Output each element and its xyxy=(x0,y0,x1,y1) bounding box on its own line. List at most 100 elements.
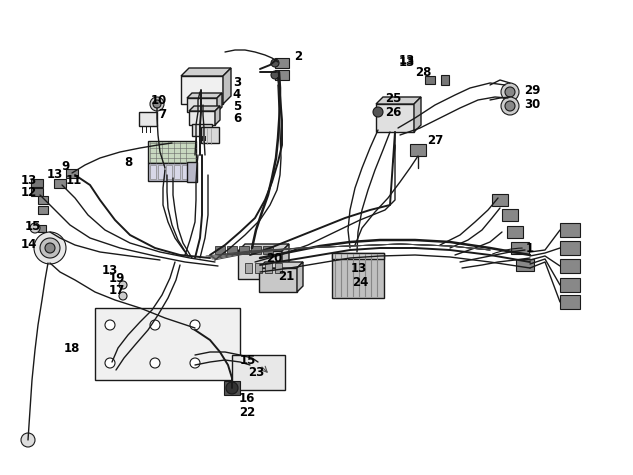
Text: 17: 17 xyxy=(109,284,125,296)
Circle shape xyxy=(105,358,115,368)
Polygon shape xyxy=(223,68,231,104)
Circle shape xyxy=(150,97,164,111)
Circle shape xyxy=(45,243,55,253)
Circle shape xyxy=(150,320,160,330)
Text: 3: 3 xyxy=(233,76,241,88)
Text: 24: 24 xyxy=(352,276,368,289)
Bar xyxy=(174,165,180,179)
Bar xyxy=(148,141,196,163)
Bar xyxy=(31,179,43,187)
Bar xyxy=(239,246,249,254)
Bar xyxy=(158,165,164,179)
Bar xyxy=(560,223,580,237)
Circle shape xyxy=(271,59,279,67)
Polygon shape xyxy=(215,106,220,125)
Bar xyxy=(166,165,172,179)
Circle shape xyxy=(271,71,279,79)
Bar xyxy=(187,98,217,112)
Polygon shape xyxy=(189,106,220,111)
Bar xyxy=(376,104,414,132)
Circle shape xyxy=(119,281,127,289)
Text: 12: 12 xyxy=(21,187,37,200)
Bar xyxy=(38,225,46,231)
Bar xyxy=(190,165,196,179)
Circle shape xyxy=(501,83,519,101)
Bar xyxy=(492,194,508,206)
Circle shape xyxy=(153,100,161,108)
Bar xyxy=(38,206,48,214)
Circle shape xyxy=(505,87,515,97)
Text: 30: 30 xyxy=(524,97,540,111)
Text: 9: 9 xyxy=(62,161,70,173)
Text: 28: 28 xyxy=(415,66,431,79)
Polygon shape xyxy=(259,262,303,268)
Bar xyxy=(192,124,212,136)
Bar xyxy=(516,259,534,271)
Circle shape xyxy=(501,97,519,115)
Bar xyxy=(139,112,157,126)
Text: 22: 22 xyxy=(239,406,255,418)
Circle shape xyxy=(190,358,200,368)
Text: 5: 5 xyxy=(233,101,241,114)
Text: 10: 10 xyxy=(151,94,167,106)
Text: 21: 21 xyxy=(278,269,294,283)
Bar xyxy=(244,263,251,273)
Text: 1: 1 xyxy=(526,241,534,255)
Bar xyxy=(275,70,289,80)
Bar xyxy=(263,246,273,254)
Bar xyxy=(560,278,580,292)
Bar xyxy=(38,196,48,204)
Bar xyxy=(66,169,78,178)
Circle shape xyxy=(150,358,160,368)
Text: 11: 11 xyxy=(66,174,82,188)
Bar xyxy=(201,127,219,143)
Bar xyxy=(148,163,196,181)
Bar xyxy=(259,268,297,292)
Text: 14: 14 xyxy=(21,238,37,251)
Bar xyxy=(224,381,240,395)
Text: 15: 15 xyxy=(240,353,256,367)
Text: 13: 13 xyxy=(399,56,415,68)
Bar xyxy=(251,246,261,254)
Text: 4: 4 xyxy=(233,87,241,101)
Text: 13: 13 xyxy=(399,54,415,67)
Bar xyxy=(502,209,518,221)
Bar xyxy=(560,259,580,273)
Text: 13: 13 xyxy=(351,262,367,275)
Polygon shape xyxy=(187,93,222,98)
Bar xyxy=(227,246,237,254)
Circle shape xyxy=(105,320,115,330)
Bar xyxy=(265,263,272,273)
Bar xyxy=(238,251,282,279)
Text: 7: 7 xyxy=(158,108,166,122)
Polygon shape xyxy=(282,244,289,279)
Text: 6: 6 xyxy=(233,113,241,125)
Circle shape xyxy=(505,101,515,111)
Text: 15: 15 xyxy=(25,219,41,232)
Text: 26: 26 xyxy=(385,106,401,120)
Text: 13: 13 xyxy=(102,264,118,276)
Bar xyxy=(189,111,215,125)
Text: 2: 2 xyxy=(294,50,302,64)
Text: 25: 25 xyxy=(385,93,401,105)
Polygon shape xyxy=(297,262,303,292)
Circle shape xyxy=(40,238,60,258)
Polygon shape xyxy=(238,244,289,251)
Circle shape xyxy=(226,382,238,394)
Text: 29: 29 xyxy=(524,84,540,96)
Polygon shape xyxy=(181,68,231,76)
Bar xyxy=(511,242,529,254)
Bar xyxy=(425,76,435,84)
Bar xyxy=(275,58,289,68)
Circle shape xyxy=(30,223,40,233)
Text: 23: 23 xyxy=(248,367,264,380)
Bar xyxy=(441,75,449,85)
Bar xyxy=(275,263,282,273)
Bar xyxy=(182,165,188,179)
Text: 20: 20 xyxy=(266,251,282,265)
Circle shape xyxy=(119,292,127,300)
Bar xyxy=(332,253,384,297)
Bar xyxy=(507,226,523,238)
Bar xyxy=(215,246,225,254)
Bar xyxy=(181,76,223,104)
